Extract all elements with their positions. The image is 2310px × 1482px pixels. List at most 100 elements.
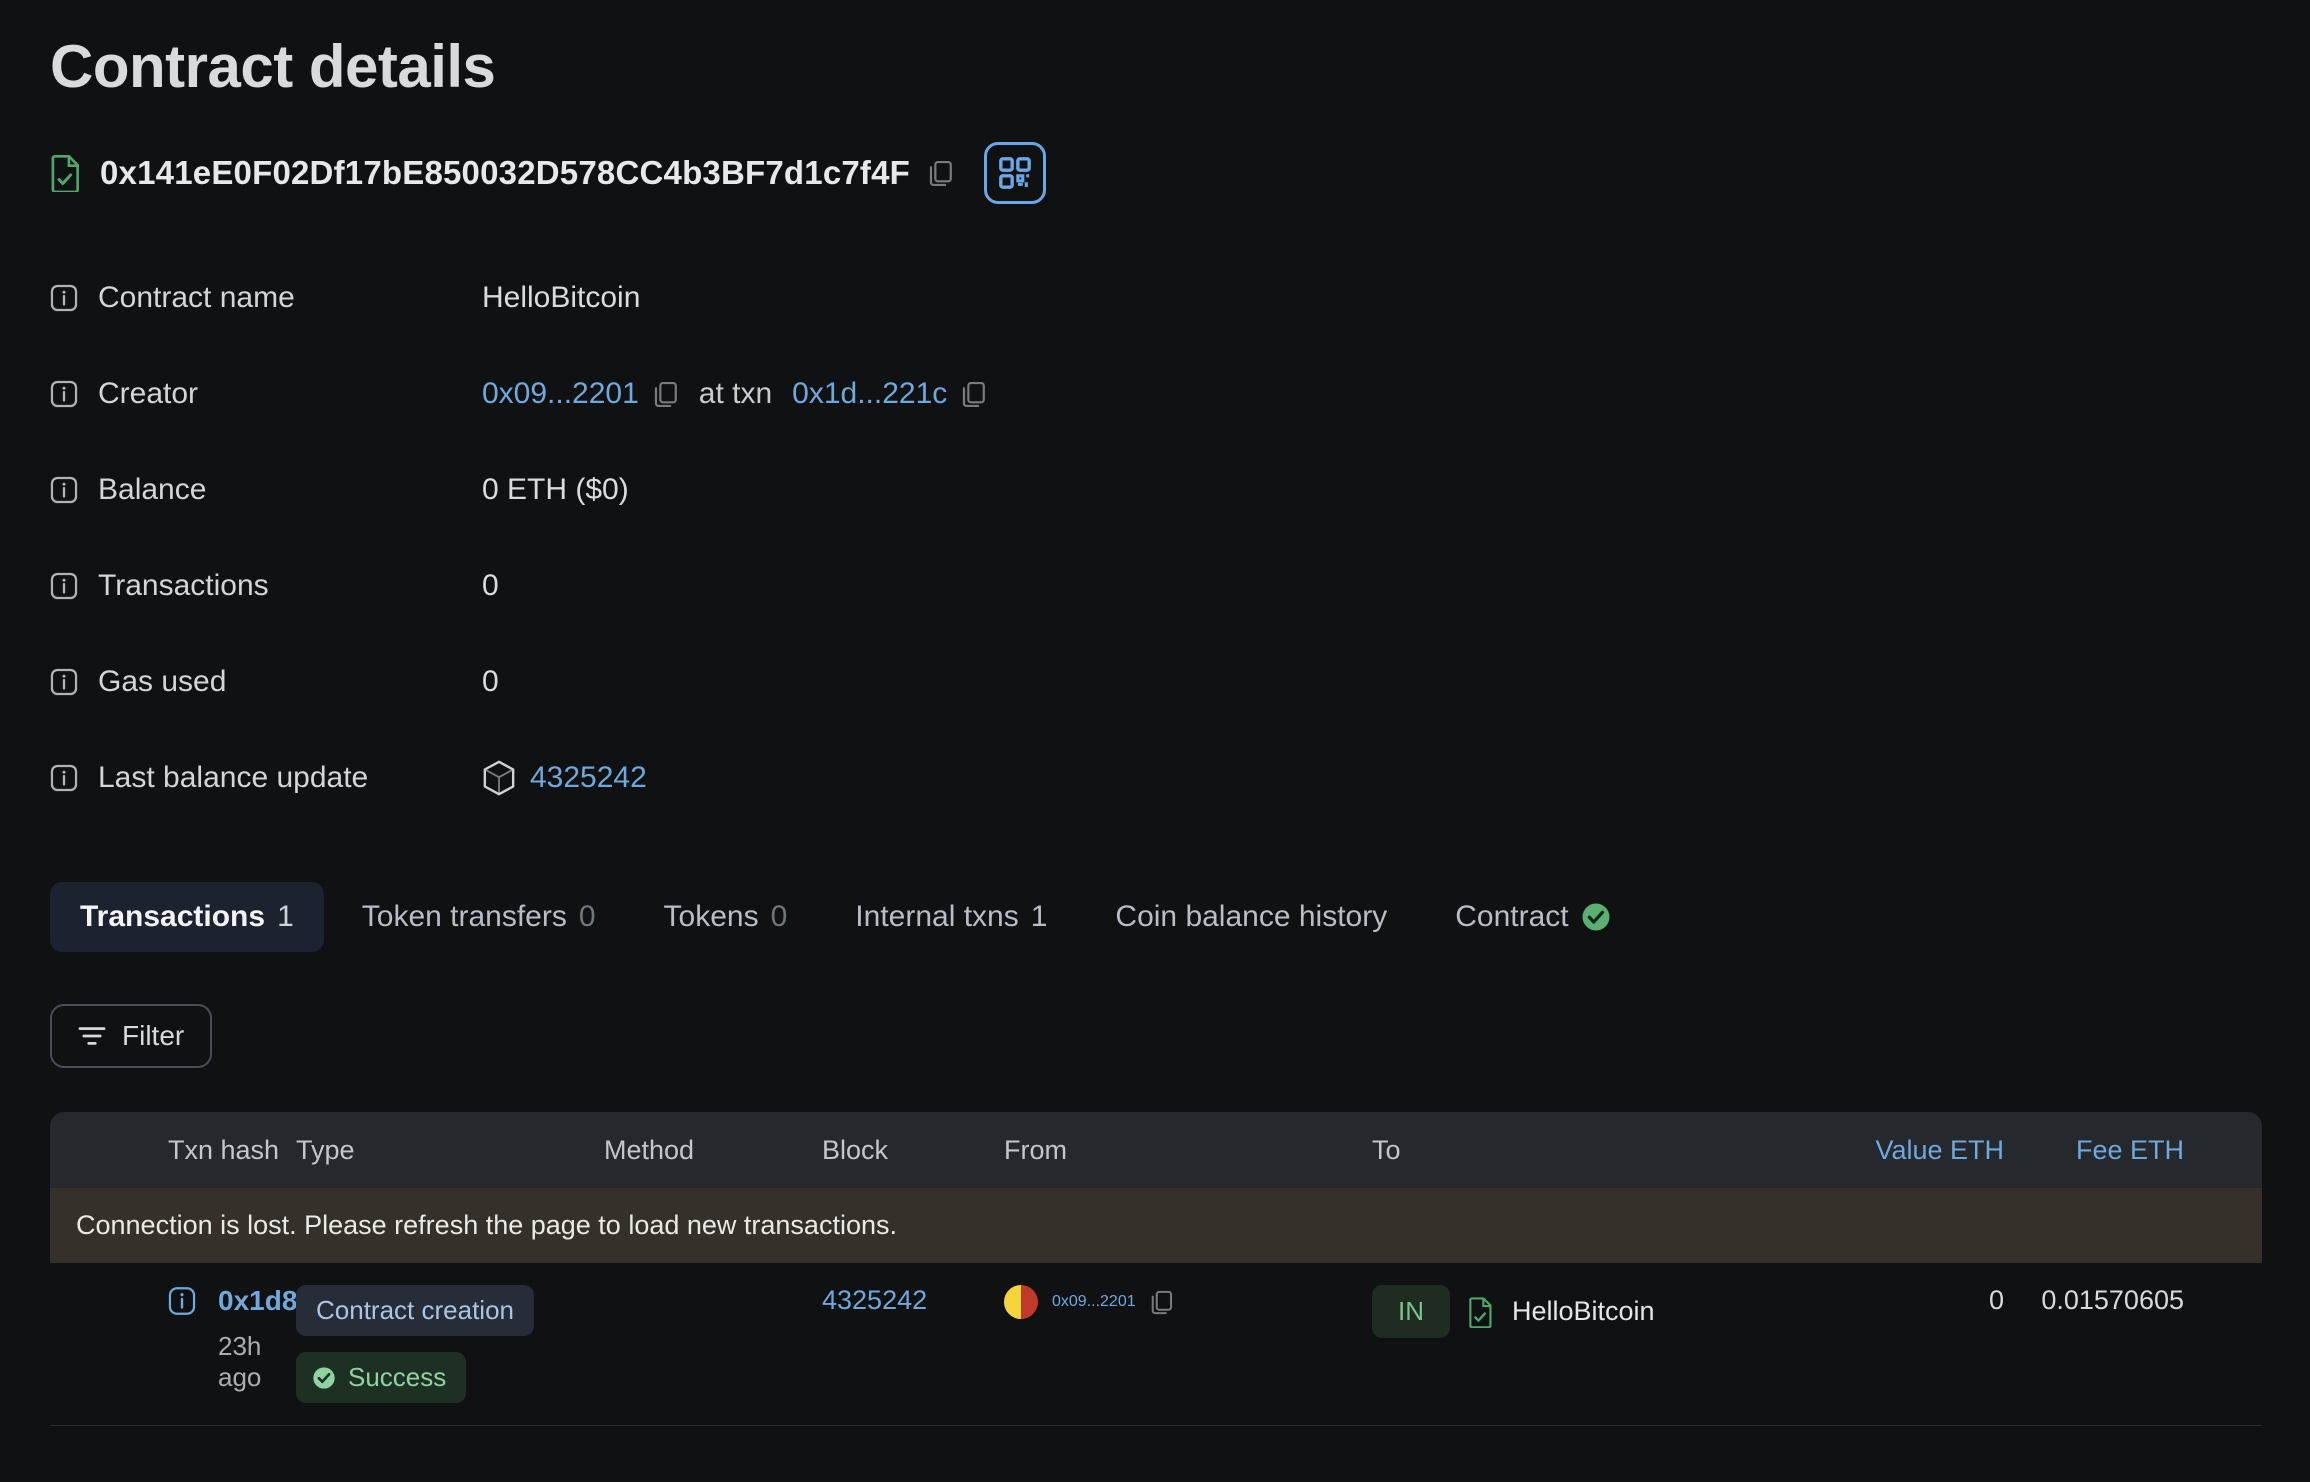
status-badge-label: Success — [348, 1362, 447, 1392]
column-header-method: Method — [604, 1134, 695, 1165]
status-badge: Success — [296, 1352, 467, 1403]
detail-value: 0 — [482, 569, 499, 603]
detail-label-text: Creator — [98, 377, 199, 410]
qr-code-button[interactable] — [984, 142, 1047, 204]
filter-label: Filter — [122, 1020, 185, 1051]
verified-contract-document-icon — [50, 154, 82, 192]
cell-value-eth: 0 — [1988, 1285, 2004, 1315]
txn-hash-line: 0x1d8e...221c — [168, 1285, 399, 1317]
cell-txn-hash: 0x1d8e...221c 23h ago — [50, 1285, 399, 1393]
contract-address-bar: 0x141eE0F02Df17bE850032D578CC4b3BF7d1c7f… — [50, 142, 2260, 204]
info-icon[interactable] — [168, 1286, 196, 1316]
detail-label: Gas used — [50, 665, 482, 699]
last-balance-update-block-link[interactable]: 4325242 — [530, 761, 647, 794]
block-number-link[interactable]: 4325242 — [822, 1285, 928, 1315]
detail-label: Transactions — [50, 569, 482, 603]
cell-from: 0x09...2201 — [1004, 1285, 1372, 1319]
detail-value: 0 — [482, 665, 499, 699]
tab-label: Contract — [1455, 900, 1569, 933]
column-header-from: From — [1004, 1134, 1067, 1165]
success-check-icon — [312, 1366, 336, 1390]
tab-coin-balance-history[interactable]: Coin balance history — [1085, 882, 1417, 952]
filter-icon — [78, 1025, 106, 1047]
cell-block: 4325242 — [822, 1285, 1004, 1316]
tab-tokens[interactable]: Tokens 0 — [634, 882, 818, 952]
tab-internal-txns[interactable]: Internal txns 1 — [825, 882, 1077, 952]
copy-icon[interactable] — [961, 381, 987, 408]
detail-row-balance: Balance 0 ETH ($0) — [50, 442, 2260, 538]
detail-value: 0x09...2201 at txn 0x1d...221c — [482, 377, 987, 411]
detail-label-text: Gas used — [98, 665, 227, 698]
detail-label: Contract name — [50, 281, 482, 315]
detail-label-text: Transactions — [98, 569, 269, 602]
tab-token-transfers[interactable]: Token transfers 0 — [332, 882, 626, 952]
info-icon[interactable] — [50, 380, 78, 408]
to-contract-name: HelloBitcoin — [1512, 1296, 1655, 1326]
creator-address-link[interactable]: 0x09...2201 — [482, 377, 639, 410]
table-header-row: Txn hash Type Method Block From To Value… — [50, 1112, 2262, 1188]
detail-label: Creator — [50, 377, 482, 411]
qr-code-icon — [999, 157, 1031, 189]
tab-bar: Transactions 1 Token transfers 0 Tokens … — [50, 882, 2260, 952]
table-row[interactable]: 0x1d8e...221c 23h ago Contract creation … — [50, 1263, 2262, 1426]
info-icon[interactable] — [50, 476, 78, 504]
detail-row-gas-used: Gas used 0 — [50, 634, 2260, 730]
transactions-table: Txn hash Type Method Block From To Value… — [50, 1112, 2262, 1426]
cell-type: Contract creation Success — [296, 1285, 604, 1403]
gas-used-value: 0 — [482, 665, 499, 698]
avatar — [1004, 1285, 1038, 1319]
detail-value: 0 ETH ($0) — [482, 473, 629, 507]
tab-label: Coin balance history — [1115, 900, 1388, 933]
filter-button[interactable]: Filter — [50, 1004, 213, 1068]
info-icon[interactable] — [50, 572, 78, 600]
column-header-block: Block — [822, 1134, 889, 1165]
detail-label-text: Last balance update — [98, 761, 369, 794]
info-icon[interactable] — [50, 284, 78, 312]
cell-to: IN HelloBitcoin — [1372, 1285, 1802, 1338]
tab-count: 1 — [1030, 900, 1048, 933]
tab-label: Transactions — [80, 900, 266, 933]
transactions-count-value: 0 — [482, 569, 499, 602]
detail-row-contract-name: Contract name HelloBitcoin — [50, 250, 2260, 346]
type-badge: Contract creation — [296, 1285, 534, 1336]
contract-address: 0x141eE0F02Df17bE850032D578CC4b3BF7d1c7f… — [100, 154, 911, 191]
info-icon[interactable] — [50, 668, 78, 696]
detail-label: Last balance update — [50, 761, 482, 795]
tab-label: Tokens — [663, 900, 759, 933]
tab-count: 1 — [277, 900, 294, 933]
info-icon[interactable] — [50, 764, 78, 792]
copy-icon[interactable] — [653, 381, 679, 408]
detail-label: Balance — [50, 473, 482, 507]
tab-label: Internal txns — [855, 900, 1019, 933]
detail-row-creator: Creator 0x09...2201 at txn 0x1d...221c — [50, 346, 2260, 442]
detail-row-transactions: Transactions 0 — [50, 538, 2260, 634]
detail-label-text: Balance — [98, 473, 207, 506]
block-cube-icon — [482, 759, 516, 797]
column-header-fee-eth[interactable]: Fee ETH — [2075, 1134, 2184, 1165]
direction-badge: IN — [1372, 1285, 1450, 1338]
column-header-to: To — [1372, 1134, 1401, 1165]
copy-icon[interactable] — [1150, 1290, 1174, 1315]
cell-fee-eth: 0.01570605 — [2041, 1285, 2184, 1315]
tab-transactions[interactable]: Transactions 1 — [50, 882, 324, 952]
contract-detail-list: Contract name HelloBitcoin Creator 0x09.… — [50, 250, 2260, 826]
contract-name-value: HelloBitcoin — [482, 281, 641, 314]
tab-contract[interactable]: Contract — [1425, 882, 1640, 952]
detail-value: HelloBitcoin — [482, 281, 640, 315]
detail-row-last-balance-update: Last balance update 4325242 — [50, 730, 2260, 826]
detail-value: 4325242 — [482, 759, 647, 797]
tab-label: Token transfers — [361, 900, 567, 933]
column-header-type: Type — [296, 1134, 355, 1165]
verified-check-icon — [1581, 902, 1611, 932]
balance-value: 0 ETH ($0) — [482, 473, 629, 506]
creation-txn-link[interactable]: 0x1d...221c — [792, 377, 948, 410]
from-address-link[interactable]: 0x09...2201 — [1052, 1293, 1136, 1310]
connection-lost-warning: Connection is lost. Please refresh the p… — [50, 1188, 2262, 1263]
column-header-value-eth[interactable]: Value ETH — [1875, 1134, 2004, 1165]
contract-document-icon — [1468, 1296, 1494, 1328]
txn-age: 23h ago — [218, 1331, 262, 1392]
copy-icon[interactable] — [928, 160, 954, 187]
tab-count: 0 — [578, 900, 596, 933]
tab-count: 0 — [770, 900, 788, 933]
